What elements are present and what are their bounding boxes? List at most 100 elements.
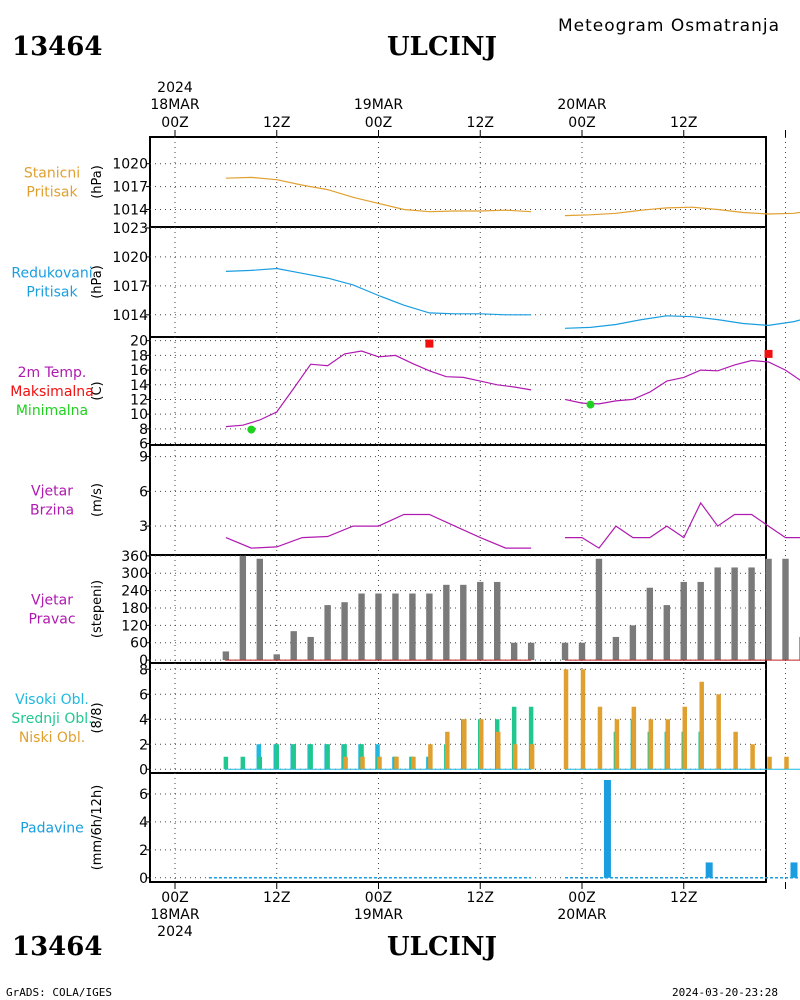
wind-direction-bar [697,581,704,661]
cloud-low-bar [445,731,450,770]
wind-direction-bar [748,567,755,661]
y-tick-label: 0 [139,871,148,887]
y-tick-label: 1017 [112,180,148,196]
y-tick-label: 10 [130,407,148,423]
cloud-low-bar [428,744,433,770]
wind-direction-bar [494,581,501,661]
y-tick-label: 2 [139,737,148,753]
panel-label: Pritisak [26,185,78,201]
precip-bar [790,862,798,878]
panel-label: Padavine [20,821,84,837]
meteogram-title: Meteogram Osmatranja [558,16,780,36]
y-unit-label: (hPa) [90,165,105,199]
panel-label: Minimalna [16,403,88,419]
tmin-point [586,400,595,409]
panel-frame [149,444,767,556]
top-hour-label: 00Z [568,115,595,131]
tmin-point [247,425,256,434]
cloud-low-bar [733,731,738,770]
wind-direction-bar [595,558,603,661]
cloud-mid-bar [308,744,313,770]
cloud-low-bar [750,744,755,770]
cloud-low-bar [479,719,484,770]
wind-direction-bar [578,642,586,661]
wind-direction-bar [477,581,484,661]
cloud-low-bar [377,756,382,770]
footer-timestamp: 2024-03-20-23:28 [672,986,778,999]
y-tick-label: 8 [139,662,148,678]
panel-label: Pravac [28,612,75,628]
y-tick-label: 6 [139,787,148,803]
wind-direction-bar [358,593,365,661]
y-unit-label: (C) [90,381,105,400]
tmax-point [764,349,773,358]
cloud-low-bar [699,681,704,770]
top-date-label: 19MAR [354,97,403,113]
bottom-hour-label: 12Z [263,890,290,906]
panel-label: Vjetar [31,593,73,609]
wind-direction-bar [426,593,433,661]
bottom-hour-label: 12Z [467,890,494,906]
cloud-mid-bar [511,706,517,770]
cloud-mid-bar [223,756,229,770]
y-tick-label: 16 [130,363,148,379]
wind-direction-bar [646,587,654,661]
wind-direction-bar [375,593,382,661]
series-line [225,176,532,213]
panel-label: 2m Temp. [18,365,87,381]
y-unit-label: (m/s) [90,483,105,517]
y-unit-label: (mm/6h/12h) [90,785,105,871]
cloud-low-bar [614,719,620,770]
y-tick-label: 4 [139,712,148,728]
bottom-hour-label: 00Z [365,890,392,906]
bottom-hour-label: 12Z [670,890,697,906]
panel-label: Visoki Obl. [15,692,89,708]
top-date-label: 18MAR [150,97,199,113]
cloud-low-bar [343,756,348,770]
y-tick-label: 9 [139,450,148,466]
cloud-low-bar [648,719,654,770]
y-tick-label: 1014 [112,308,148,324]
wind-direction-bar [663,605,670,661]
bottom-date-label: 18MAR [150,907,199,923]
y-tick-label: 240 [121,584,148,600]
series-line [565,501,800,549]
wind-direction-bar [510,642,518,661]
wind-direction-bar [680,581,687,661]
wind-direction-bar [782,558,789,661]
wind-direction-bar [527,642,535,661]
wind-direction-bar [307,636,314,661]
cloud-low-bar [563,669,569,770]
wind-direction-bar [409,593,416,661]
tmax-point [425,339,434,348]
y-tick-label: 4 [139,815,148,831]
cloud-mid-bar [240,756,246,770]
wind-direction-bar [341,602,348,661]
top-hour-label: 12Z [263,115,290,131]
cloud-low-bar [512,744,518,770]
y-tick-label: 1020 [112,157,148,173]
cloud-mid-bar [325,744,330,770]
y-tick-label: 14 [130,378,148,394]
wind-direction-bar [443,584,450,661]
y-tick-label: 120 [121,618,148,634]
precip-bar [705,862,713,878]
cloud-low-bar [665,719,671,770]
wind-direction-bar [392,593,399,661]
cloud-low-bar [682,706,687,770]
cloud-low-bar [529,744,535,770]
cloud-low-bar [394,756,399,770]
y-tick-label: 12 [130,392,148,408]
panel-label: Pritisak [26,285,78,301]
top-hour-label: 00Z [161,115,188,131]
wind-direction-bar [256,558,263,661]
y-tick-label: 1023 [112,221,148,237]
wind-direction-bar [290,631,297,661]
bottom-year-label: 2024 [157,924,193,940]
cloud-mid-bar [274,744,279,770]
wind-direction-bar [612,636,620,661]
y-tick-label: 360 [121,549,148,565]
y-tick-label: 6 [139,437,148,453]
bottom-hour-label: 00Z [161,890,188,906]
top-year-label: 2024 [157,80,193,96]
